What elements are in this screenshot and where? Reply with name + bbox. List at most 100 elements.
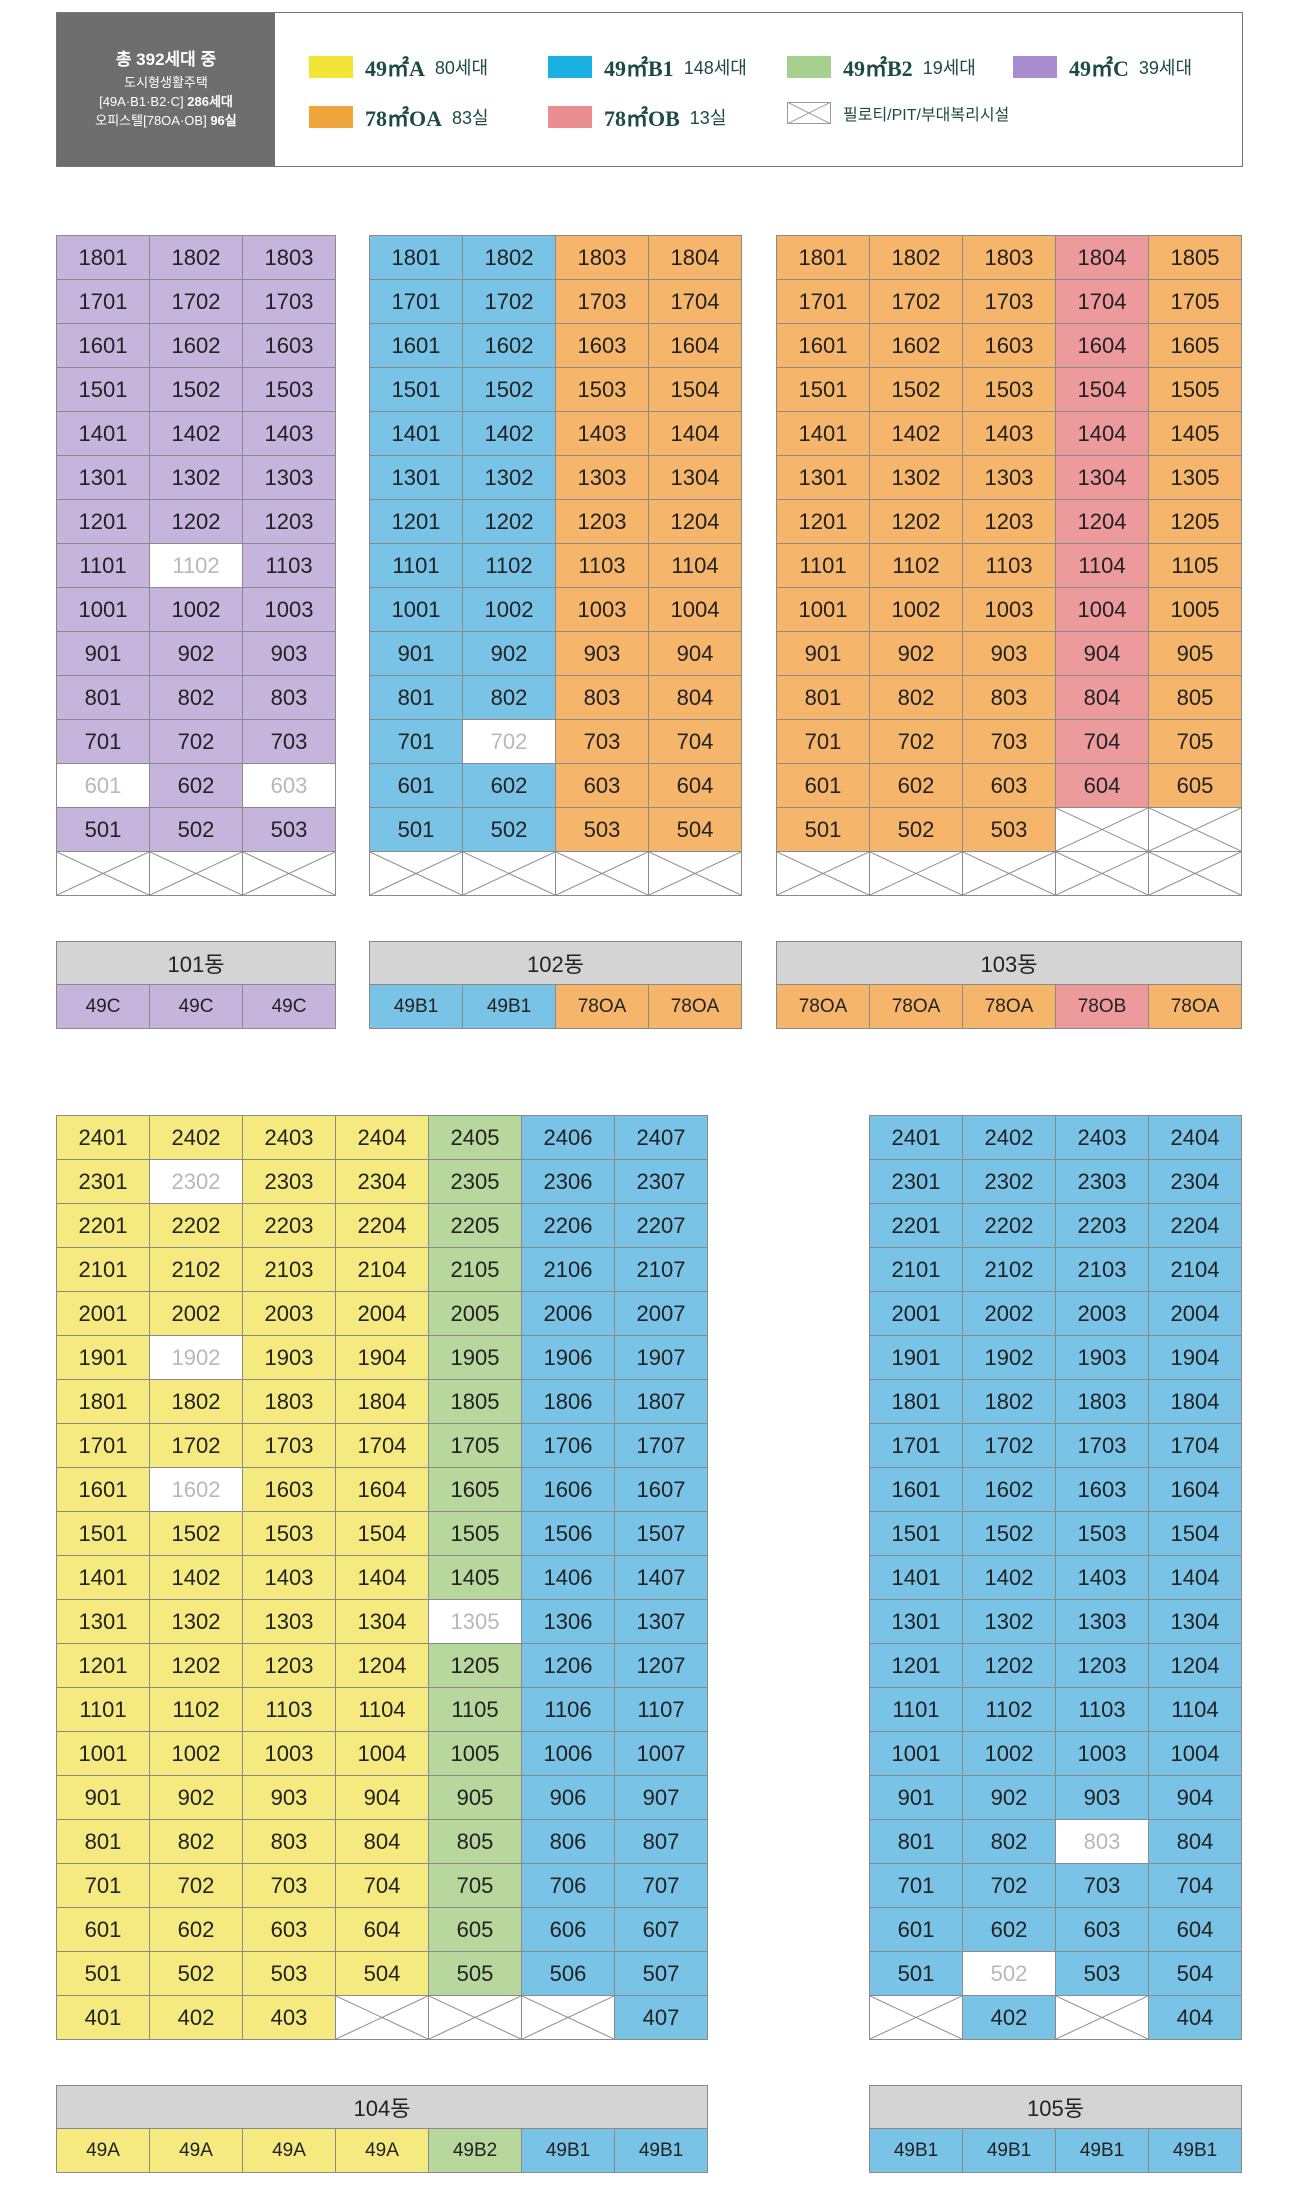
type-label: 78OB: [1056, 985, 1149, 1029]
unit-cell: 2303: [1056, 1160, 1149, 1204]
unit-cell: 1504: [649, 368, 742, 412]
unit-cell: 504: [336, 1952, 429, 1996]
piloti-cell: [556, 852, 649, 896]
unit-cell: 1502: [463, 368, 556, 412]
unit-cell-excluded: 601: [57, 764, 150, 808]
unit-cell: 1401: [870, 1556, 963, 1600]
unit-cell: 1907: [615, 1336, 708, 1380]
legend-count: 39세대: [1138, 58, 1193, 78]
unit-cell: 1103: [556, 544, 649, 588]
unit-cell: 1604: [1149, 1468, 1242, 1512]
unit-cell: 2003: [1056, 1292, 1149, 1336]
unit-cell: 1501: [57, 1512, 150, 1556]
unit-cell: 603: [1056, 1908, 1149, 1952]
piloti-cross-icon: [777, 852, 869, 895]
unit-cell: 503: [1056, 1952, 1149, 1996]
unit-cell: 1805: [429, 1380, 522, 1424]
unit-cell: 2004: [1149, 1292, 1242, 1336]
piloti-cell: [370, 852, 463, 896]
unit-cell: 1304: [1149, 1600, 1242, 1644]
type-row: 49A 49A 49A 49A 49B2 49B1 49B1: [56, 2129, 708, 2173]
unit-cell-excluded: 803: [1056, 1820, 1149, 1864]
unit-cell: 1601: [370, 324, 463, 368]
unit-cell: 2007: [615, 1292, 708, 1336]
piloti-cross-icon: [1056, 808, 1148, 851]
unit-cell: 802: [870, 676, 963, 720]
building-name: 104동: [56, 2085, 708, 2129]
unit-cell: 1803: [963, 236, 1056, 280]
unit-cell: 1801: [57, 236, 150, 280]
unit-cell: 1801: [370, 236, 463, 280]
unit-cell: 1804: [1149, 1380, 1242, 1424]
unit-cell: 1802: [963, 1380, 1056, 1424]
unit-cell: 2006: [522, 1292, 615, 1336]
unit-cell: 1404: [336, 1556, 429, 1600]
unit-cell: 1506: [522, 1512, 615, 1556]
type-label: 78OA: [649, 985, 742, 1029]
unit-cell: 501: [57, 808, 150, 852]
unit-cell: 505: [429, 1952, 522, 1996]
unit-cell: 902: [150, 632, 243, 676]
unit-cell: 404: [1149, 1996, 1242, 2040]
legend-piloti-label: 필로티/PIT/부대복리시설: [843, 107, 1010, 124]
summary-housing-label: 도시형생활주택: [124, 74, 208, 90]
unit-cell: 1401: [57, 1556, 150, 1600]
piloti-cross-icon: [336, 1996, 428, 2039]
unit-cell: 903: [963, 632, 1056, 676]
piloti-cell: [429, 1996, 522, 2040]
unit-cell: 1701: [370, 280, 463, 324]
unit-cell: 1305: [1149, 456, 1242, 500]
unit-cell: 707: [615, 1864, 708, 1908]
piloti-cross-icon: [1149, 852, 1241, 895]
unit-cell: 1604: [336, 1468, 429, 1512]
unit-cell: 703: [963, 720, 1056, 764]
unit-cell: 1001: [370, 588, 463, 632]
unit-cell-excluded: 2302: [150, 1160, 243, 1204]
unit-cell: 1603: [556, 324, 649, 368]
unit-cell: 1302: [150, 456, 243, 500]
unit-cell: 1001: [777, 588, 870, 632]
unit-cell: 1504: [336, 1512, 429, 1556]
unit-cell: 1703: [1056, 1424, 1149, 1468]
unit-cell: 1201: [777, 500, 870, 544]
unit-cell: 1603: [1056, 1468, 1149, 1512]
unit-cell: 1501: [870, 1512, 963, 1556]
unit-cell: 702: [963, 1864, 1056, 1908]
unit-cell: 807: [615, 1820, 708, 1864]
unit-cell: 1302: [463, 456, 556, 500]
unit-cell: 1502: [150, 1512, 243, 1556]
unit-cell: 501: [777, 808, 870, 852]
unit-cell: 1201: [57, 1644, 150, 1688]
unit-cell: 1302: [150, 1600, 243, 1644]
building-102: 1801 1802 1803 1804 1701 1702 1703 1704 1601 1602…: [369, 235, 742, 1029]
unit-cell: 1002: [150, 588, 243, 632]
unit-cell: 502: [870, 808, 963, 852]
type-label: 49B1: [1149, 2129, 1242, 2173]
unit-cell: 603: [243, 1908, 336, 1952]
unit-cell: 1702: [463, 280, 556, 324]
unit-cell: 1404: [1149, 1556, 1242, 1600]
piloti-cell: [1056, 852, 1149, 896]
type-label: 49C: [57, 985, 150, 1029]
unit-cell: 1104: [649, 544, 742, 588]
unit-cell: 1701: [777, 280, 870, 324]
unit-cell: 1204: [1056, 500, 1149, 544]
unit-cell: 1101: [57, 544, 150, 588]
unit-cell: 501: [870, 1952, 963, 1996]
unit-cell: 1607: [615, 1468, 708, 1512]
unit-cell: 1505: [429, 1512, 522, 1556]
legend-count: 83실: [452, 108, 489, 128]
unit-cell-excluded: 702: [463, 720, 556, 764]
legend-item-49b2: 49㎡B2 19세대: [787, 51, 976, 83]
unit-cell: 2302: [963, 1160, 1056, 1204]
piloti-cross-icon: [963, 852, 1055, 895]
unit-cell: 1403: [556, 412, 649, 456]
unit-cell: 502: [463, 808, 556, 852]
unit-cell: 1702: [150, 280, 243, 324]
unit-cell: 1802: [463, 236, 556, 280]
building-101: 1801 1802 1803 1701 1702 1703 1601 1602 1603 1501…: [56, 235, 336, 1029]
unit-cell: 1504: [1149, 1512, 1242, 1556]
unit-cell: 1103: [243, 1688, 336, 1732]
unit-cell: 1202: [963, 1644, 1056, 1688]
unit-cell: 2202: [963, 1204, 1056, 1248]
